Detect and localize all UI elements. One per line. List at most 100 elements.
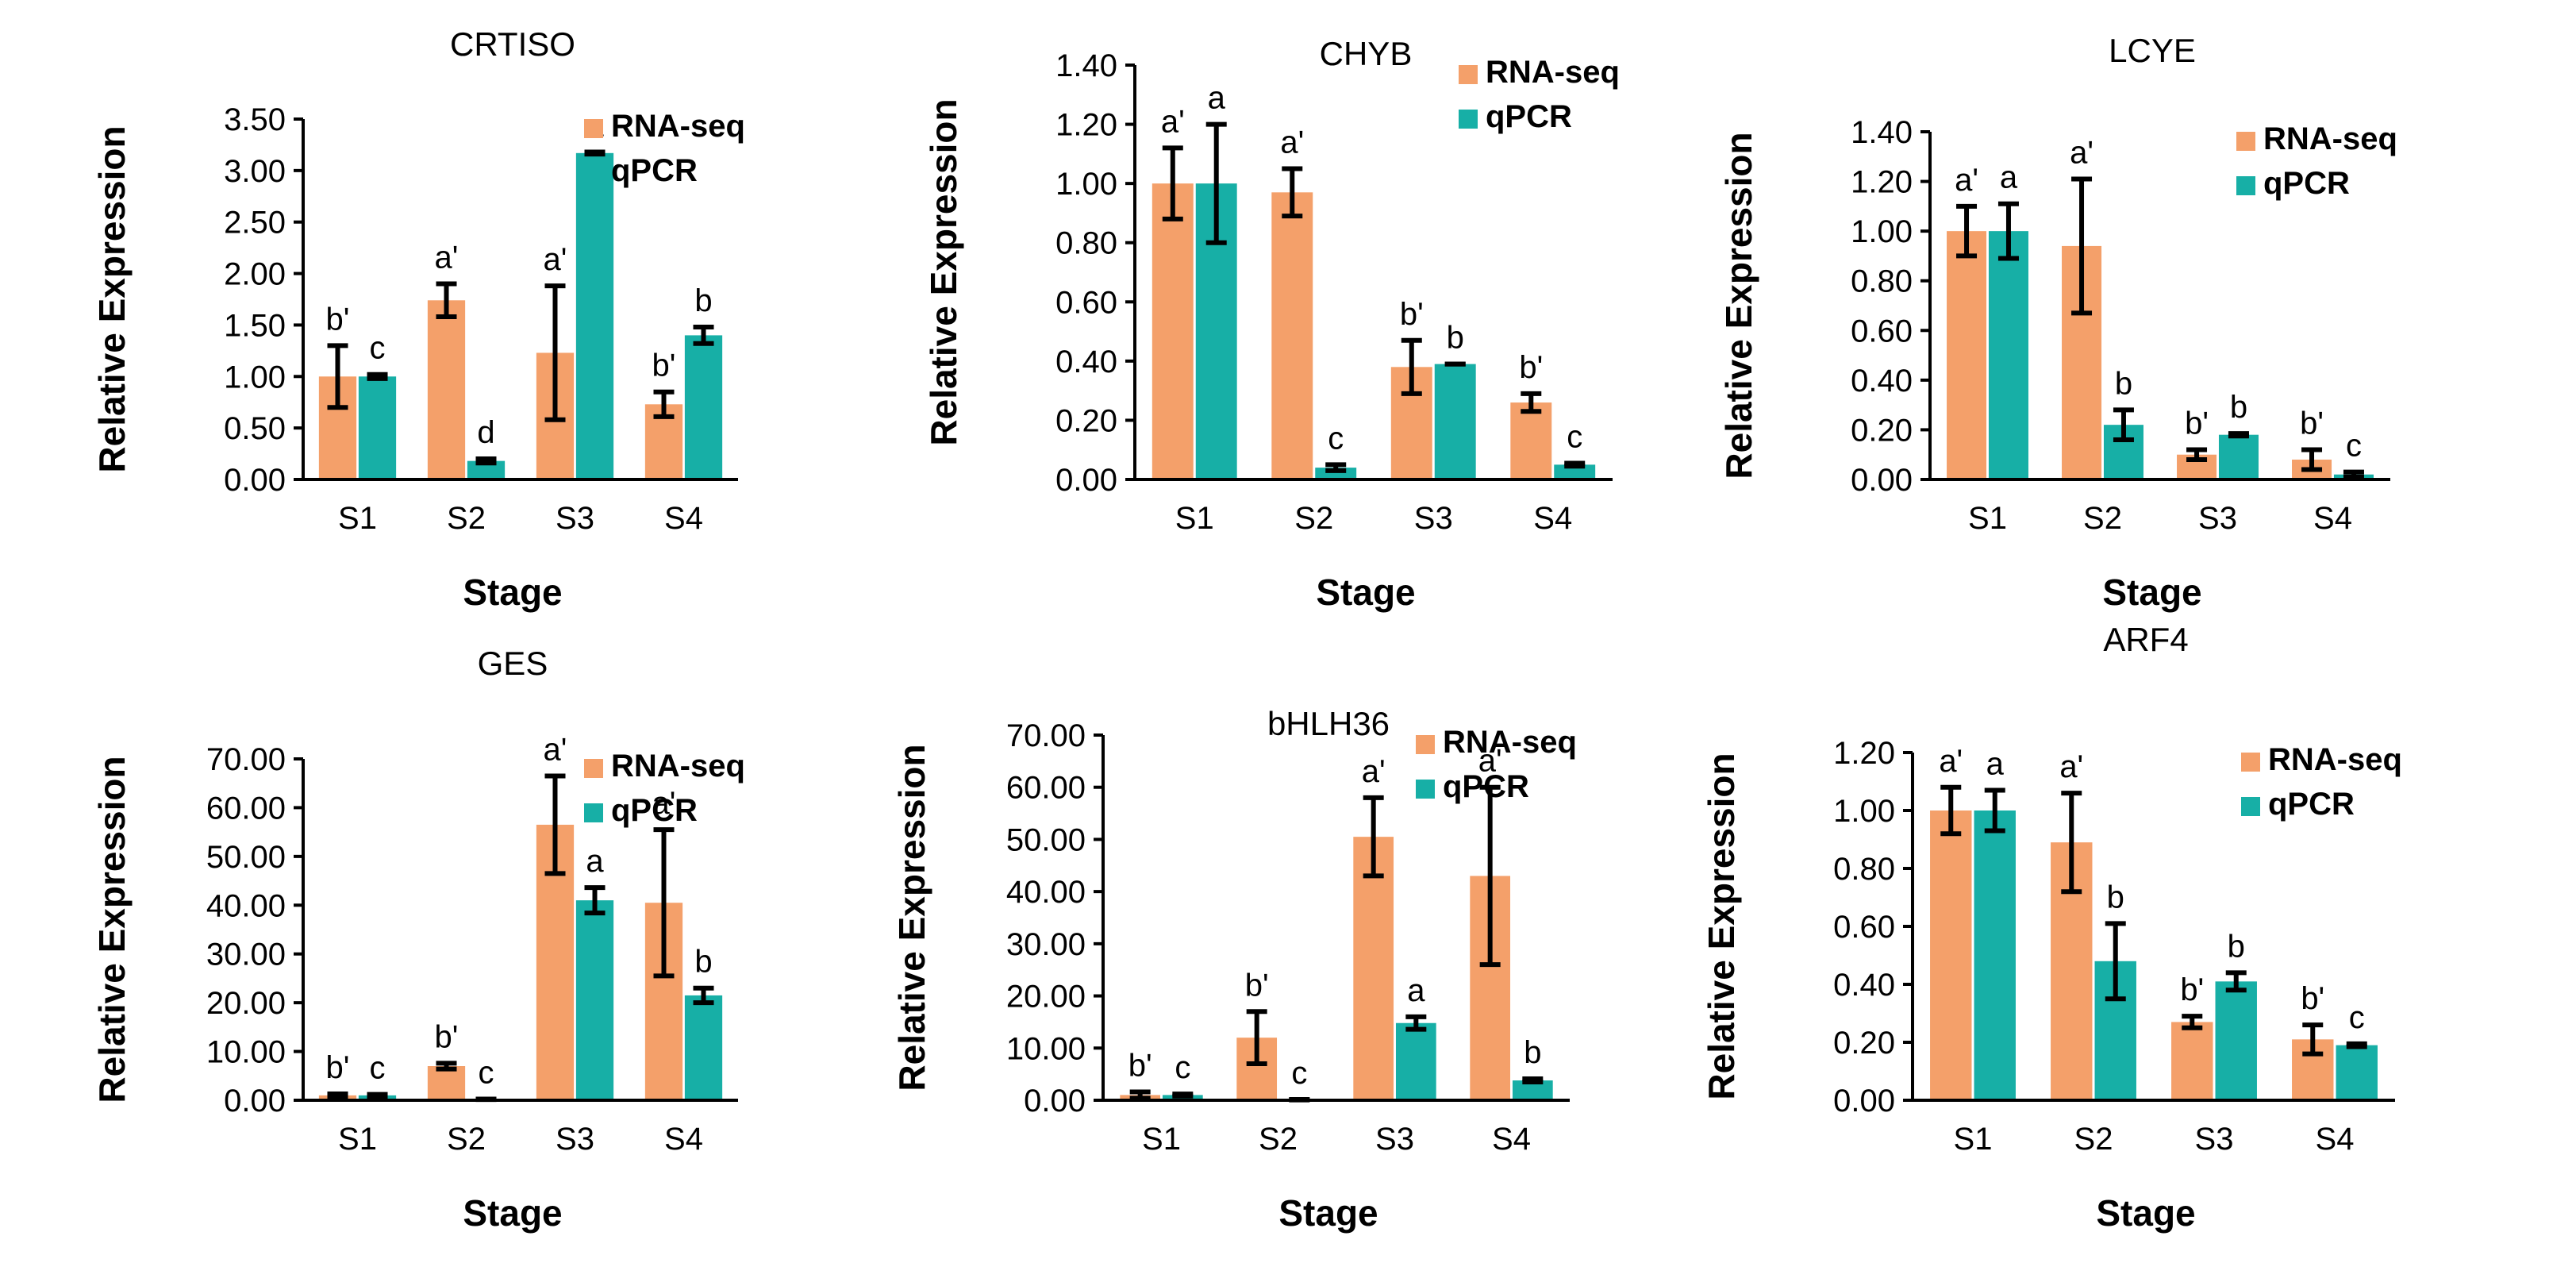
chart-panel-lcye: LCYE a' a' b' b' a b b c 0.00 0.20 0.40 0.60 0.80 1.00… <box>1718 32 2397 613</box>
error-bar <box>1479 784 1501 968</box>
error-bar <box>1205 121 1227 245</box>
bar-qpcr-s3 <box>1395 1022 1436 1100</box>
y-axis-title: Relative Expression <box>1718 132 1759 479</box>
significance-letter: a' <box>1955 163 1978 198</box>
chart-panel-ges: GES b' b' a' a' c c a b 0.00 10.00 20.00 30.00 40.00 5… <box>91 645 745 1234</box>
chart-title: GES <box>478 645 548 682</box>
y-tick-label: 10.00 <box>206 1035 286 1070</box>
error-bar <box>1162 145 1183 221</box>
bar-rna-seq-s1 <box>1947 231 1987 479</box>
error-bar <box>1129 1089 1151 1101</box>
legend-swatch-rna-seq <box>2241 753 2260 772</box>
y-tick-label: 2.00 <box>224 257 286 292</box>
significance-letter: c <box>479 1055 494 1090</box>
error-bar <box>1405 1014 1427 1032</box>
y-axis-title: Relative Expression <box>891 744 932 1091</box>
legend-label: RNA-seq <box>611 749 745 784</box>
bar-qpcr-s4 <box>2336 1045 2378 1100</box>
significance-letter: a' <box>1161 104 1185 139</box>
x-tick-label: S1 <box>1142 1122 1181 1157</box>
significance-letter: b' <box>2301 981 2324 1016</box>
y-tick-label: 20.00 <box>1006 980 1086 1015</box>
significance-letter: d <box>477 415 494 450</box>
error-bar <box>2061 791 2082 895</box>
significance-letter: a <box>1407 973 1425 1008</box>
error-bar <box>1282 166 1303 219</box>
y-tick-label: 3.50 <box>224 102 286 137</box>
bar-rna-seq-s3 <box>2171 1022 2213 1100</box>
x-tick-label: S4 <box>2313 501 2352 536</box>
bar-qpcr-s3 <box>575 152 614 479</box>
y-tick-label: 60.00 <box>1006 771 1086 806</box>
chart-title: CRTISO <box>450 25 575 63</box>
error-bar <box>1956 203 1978 259</box>
error-bar <box>544 283 566 422</box>
error-bar <box>2113 407 2134 442</box>
bar-rna-seq-s1 <box>1152 183 1194 479</box>
significance-letter: b <box>1447 321 1464 356</box>
significance-letter: c <box>370 1051 386 1086</box>
y-tick-label: 3.00 <box>224 154 286 189</box>
x-tick-label: S3 <box>1414 501 1453 536</box>
error-bar <box>653 827 675 979</box>
x-axis-title: Stage <box>2096 1192 2195 1234</box>
y-tick-label: 0.00 <box>1833 1084 1895 1119</box>
error-bar <box>436 281 457 320</box>
bar-qpcr-s3 <box>2215 981 2257 1100</box>
legend-swatch-qpcr <box>1416 780 1435 799</box>
significance-letter: a' <box>435 241 459 275</box>
significance-letter: b <box>2228 929 2245 964</box>
y-tick-label: 40.00 <box>206 888 286 923</box>
legend-swatch-rna-seq <box>1459 65 1478 84</box>
error-bar <box>1984 787 2005 834</box>
significance-letter: b <box>694 283 712 318</box>
chart-title: bHLH36 <box>1267 705 1390 742</box>
legend-label: qPCR <box>2263 166 2350 201</box>
y-tick-label: 2.50 <box>224 206 286 241</box>
bar-qpcr-s1 <box>358 376 397 479</box>
significance-letter: a' <box>1280 125 1304 160</box>
y-tick-label: 0.20 <box>1833 1026 1895 1061</box>
significance-letter: a <box>1986 746 2005 781</box>
chart-panel-arf4: ARF4 a' a' b' b' a b b c 0.00 0.20 0.40 0.60 0.80 1.00… <box>1701 621 2402 1234</box>
y-tick-label: 1.20 <box>1055 108 1117 143</box>
error-bar <box>2302 1022 2324 1057</box>
chart-title: LCYE <box>2109 32 2196 69</box>
significance-letter: b' <box>2180 972 2204 1007</box>
x-tick-label: S1 <box>1175 501 1214 536</box>
error-bar <box>1401 337 1422 396</box>
legend-swatch-rna-seq <box>2236 132 2255 151</box>
bar-rna-seq-s1 <box>1930 810 1972 1100</box>
significance-letter: a <box>2000 160 2018 195</box>
error-bar <box>436 1061 457 1072</box>
x-axis-title: Stage <box>1278 1192 1378 1234</box>
error-bar <box>693 325 714 346</box>
significance-letter: a' <box>1478 744 1502 779</box>
bar-qpcr-s4 <box>684 995 723 1100</box>
y-tick-label: 0.20 <box>1851 413 1913 448</box>
error-bar <box>327 343 348 410</box>
legend-label: RNA-seq <box>611 109 745 144</box>
significance-letter: b' <box>1519 350 1543 385</box>
significance-letter: b' <box>326 1050 350 1085</box>
error-bar <box>1325 462 1347 473</box>
y-tick-label: 0.20 <box>1055 403 1117 438</box>
error-bar <box>475 456 497 466</box>
significance-letter: a <box>586 844 604 879</box>
significance-letter: c <box>1291 1056 1307 1091</box>
legend-label: RNA-seq <box>1486 55 1620 90</box>
y-tick-label: 30.00 <box>206 938 286 972</box>
y-tick-label: 0.50 <box>224 411 286 446</box>
legend-swatch-qpcr <box>2241 797 2260 816</box>
x-tick-label: S2 <box>2083 501 2122 536</box>
y-tick-label: 0.60 <box>1851 314 1913 348</box>
legend-swatch-rna-seq <box>584 759 603 778</box>
bar-rna-seq-s4 <box>1510 402 1552 479</box>
x-tick-label: S4 <box>1533 501 1572 536</box>
chart-panel-bhlh36: bHLH36 b' b' a' a' c c a b 0.00 10.00 20.00 30.00 40.… <box>891 705 1577 1234</box>
significance-letter: a <box>1208 81 1226 116</box>
legend-swatch-rna-seq <box>584 119 603 138</box>
y-tick-label: 0.40 <box>1833 968 1895 1003</box>
y-tick-label: 0.00 <box>1024 1084 1086 1119</box>
error-bar <box>1246 1009 1267 1066</box>
